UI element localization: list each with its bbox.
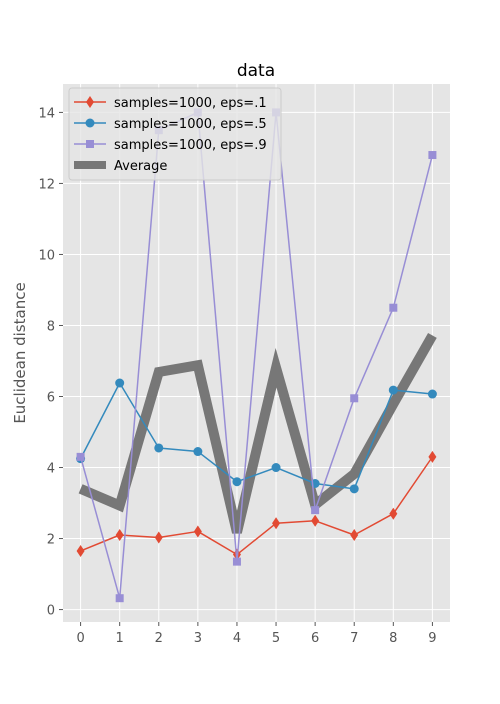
legend-marker — [86, 140, 94, 148]
chart-title: data — [237, 61, 275, 81]
data-point — [271, 463, 281, 473]
data-point — [388, 385, 398, 395]
y-tick-label: 2 — [47, 533, 55, 548]
x-tick-label: 0 — [76, 631, 84, 646]
data-point — [76, 452, 85, 461]
data-point — [232, 477, 242, 487]
data-point — [154, 443, 164, 453]
legend-label: samples=1000, eps=.9 — [114, 138, 267, 153]
series-0 — [76, 450, 437, 561]
data-point — [427, 389, 437, 399]
x-tick-label: 2 — [155, 631, 163, 646]
data-point — [232, 557, 241, 566]
data-point — [154, 531, 163, 544]
legend-label: Average — [114, 159, 167, 174]
data-point — [389, 303, 398, 312]
legend-label: samples=1000, eps=.1 — [114, 96, 267, 111]
x-tick-label: 7 — [350, 631, 358, 646]
data-point — [349, 484, 359, 494]
legend: samples=1000, eps=.1 samples=1000, eps=.5… — [68, 87, 282, 181]
x-tick-label: 1 — [116, 631, 124, 646]
data-point — [193, 525, 202, 538]
data-point — [428, 151, 437, 160]
y-tick-label: 8 — [47, 319, 55, 334]
y-tick-label: 10 — [38, 248, 55, 263]
data-point — [76, 544, 85, 557]
legend-marker — [86, 96, 94, 108]
series-line — [79, 111, 434, 599]
series-1 — [76, 378, 437, 494]
legend-item: samples=1000, eps=.1 — [74, 96, 267, 111]
legend-item: samples=1000, eps=.5 — [74, 117, 267, 132]
data-point — [115, 378, 125, 388]
y-axis-label: Euclidean distance — [11, 282, 29, 423]
x-tick-labels: 0 1 2 3 4 5 6 7 8 9 — [76, 622, 437, 646]
data-point — [272, 517, 281, 530]
legend-item: samples=1000, eps=.9 — [74, 138, 267, 153]
y-tick-label: 4 — [47, 462, 55, 477]
y-tick-label: 0 — [47, 604, 55, 619]
x-tick-label: 6 — [311, 631, 319, 646]
x-tick-label: 5 — [272, 631, 280, 646]
data-point — [311, 506, 320, 515]
legend-item: Average — [74, 159, 167, 174]
legend-box — [68, 87, 282, 181]
y-tick-labels: 0 2 4 6 8 10 12 14 — [38, 106, 63, 619]
x-tick-label: 8 — [389, 631, 397, 646]
data-point — [350, 528, 359, 541]
x-tick-label: 9 — [428, 631, 436, 646]
data-point — [350, 394, 359, 403]
data-point — [311, 514, 320, 527]
y-tick-label: 6 — [47, 391, 55, 406]
y-tick-label: 12 — [38, 177, 55, 192]
series-group — [76, 108, 437, 603]
x-tick-label: 4 — [233, 631, 241, 646]
data-point — [428, 450, 437, 463]
data-point — [115, 594, 124, 603]
data-point — [193, 447, 203, 457]
data-point — [115, 528, 124, 541]
series-line — [79, 456, 434, 556]
legend-marker — [85, 118, 95, 128]
legend-label: samples=1000, eps=.5 — [114, 117, 267, 132]
x-tick-label: 3 — [194, 631, 202, 646]
data-point — [389, 507, 398, 520]
y-tick-label: 14 — [38, 106, 55, 121]
series-line — [79, 382, 434, 490]
